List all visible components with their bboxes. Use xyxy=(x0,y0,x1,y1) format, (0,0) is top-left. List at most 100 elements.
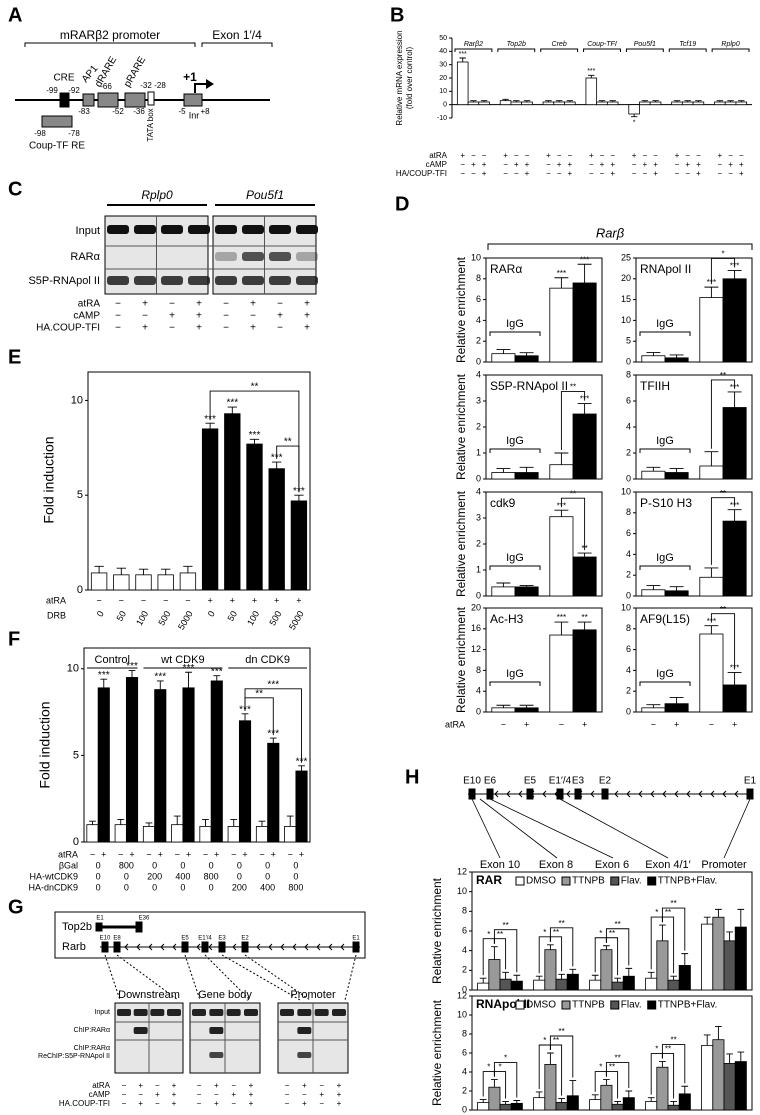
row-value: − xyxy=(482,151,487,160)
error-bar xyxy=(726,931,733,941)
bar xyxy=(641,470,666,480)
bar xyxy=(555,978,568,991)
bar xyxy=(154,689,167,843)
bar xyxy=(572,629,597,713)
row-value: − xyxy=(559,719,564,729)
error-bar xyxy=(554,277,569,289)
condition-sign: − xyxy=(197,1099,202,1108)
y-axis-label: Relative enrichment xyxy=(454,256,468,363)
condition-sign: + xyxy=(172,1090,177,1099)
exon-label: E6 xyxy=(484,776,497,787)
exon xyxy=(601,788,609,800)
category-label: 500 xyxy=(267,609,283,627)
condition-sign: + xyxy=(138,1081,143,1090)
category-label: Coup-TFI xyxy=(587,41,617,48)
inr-label: Inr xyxy=(189,110,200,120)
row-value: + xyxy=(296,595,301,605)
row-value: − xyxy=(146,849,151,859)
error-bar xyxy=(117,819,125,825)
position-label: -28 xyxy=(154,81,166,90)
exon xyxy=(95,922,103,932)
significance: * xyxy=(543,1036,546,1045)
gel-band xyxy=(107,276,129,285)
significance: ** xyxy=(251,382,259,393)
significance: ** xyxy=(255,688,263,699)
inr-box xyxy=(183,93,203,107)
y-tick-label: 4 xyxy=(626,665,631,675)
error-bar xyxy=(646,704,661,708)
error-bar xyxy=(502,971,509,980)
category-label: Rarβ2 xyxy=(464,41,483,48)
bar xyxy=(628,104,640,115)
y-tick-label: 0 xyxy=(476,473,481,483)
category-label: IgG xyxy=(506,435,524,447)
row-value: − xyxy=(589,160,594,169)
condition-sign: − xyxy=(197,1090,202,1099)
bar xyxy=(641,589,666,597)
error-bar xyxy=(669,468,684,473)
condition-label: HA.COUP-TFI xyxy=(59,1099,110,1108)
error-bar xyxy=(737,908,745,928)
bar xyxy=(641,707,666,713)
plot-frame xyxy=(635,491,753,597)
error-bar xyxy=(670,1101,677,1106)
row-value: + xyxy=(274,595,279,605)
category-bracket xyxy=(583,48,621,52)
y-tick-label: 5 xyxy=(77,489,83,501)
significance-bracket xyxy=(710,258,736,285)
gel-band xyxy=(269,252,291,261)
error-bar xyxy=(569,1080,577,1096)
row-value: − xyxy=(460,160,465,169)
row-value: + xyxy=(610,169,615,178)
connector xyxy=(479,798,558,859)
error-bar xyxy=(298,765,305,771)
error-bar xyxy=(479,1099,487,1103)
region-label: Gene body xyxy=(198,989,252,1001)
row-value: 0 xyxy=(237,871,242,881)
condition-sign: + xyxy=(250,299,256,310)
row-value: − xyxy=(90,849,95,859)
y-tick-label: 2 xyxy=(476,421,481,431)
bar xyxy=(667,1104,680,1111)
error-bar xyxy=(609,100,616,102)
error-bar xyxy=(695,100,702,102)
region-line xyxy=(201,42,273,47)
condition-label: atRA xyxy=(78,299,101,310)
significance-bracket xyxy=(661,1044,686,1084)
significance-bracket xyxy=(710,613,736,670)
condition-sign: + xyxy=(214,1099,219,1108)
significance: ** xyxy=(553,1036,559,1045)
position-label: -78 xyxy=(68,129,80,138)
gel-band xyxy=(226,1009,241,1016)
y-tick-label: 4 xyxy=(476,315,481,325)
category-label: IgG xyxy=(656,552,674,564)
significance-bracket xyxy=(560,391,586,450)
error-bar xyxy=(496,704,511,708)
bar xyxy=(645,1101,658,1111)
bar xyxy=(734,926,747,991)
exon-label: E3 xyxy=(218,936,226,942)
row-value: + xyxy=(514,160,519,169)
significance: ** xyxy=(570,383,576,392)
row-value: − xyxy=(632,160,637,169)
bar xyxy=(564,101,576,106)
gel-band xyxy=(242,252,264,261)
exon xyxy=(101,941,109,953)
error-bar xyxy=(577,263,592,283)
category-bracket xyxy=(489,565,541,570)
gel-row-label: RARα xyxy=(70,251,100,263)
bar xyxy=(566,1095,579,1111)
condition-sign: − xyxy=(214,1090,219,1099)
condition-sign: + xyxy=(319,1090,324,1099)
error-bar xyxy=(577,621,592,630)
error-bar xyxy=(156,680,164,690)
condition-sign: − xyxy=(302,1090,307,1099)
bar xyxy=(572,282,597,363)
plot-frame xyxy=(83,647,311,843)
row-value: + xyxy=(214,849,219,859)
y-tick-label: 0 xyxy=(626,473,631,483)
plot-frame xyxy=(485,257,603,363)
category-bracket xyxy=(625,48,664,52)
exon-label: E1 xyxy=(96,916,104,922)
gene-header: Rarβ xyxy=(596,225,625,240)
